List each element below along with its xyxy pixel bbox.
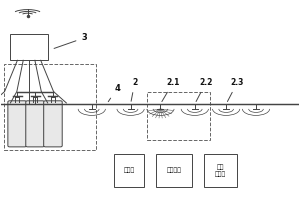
Text: 2.1: 2.1 bbox=[162, 78, 180, 102]
FancyBboxPatch shape bbox=[204, 154, 237, 187]
Text: 3: 3 bbox=[54, 33, 87, 48]
Text: 4: 4 bbox=[108, 84, 120, 102]
FancyBboxPatch shape bbox=[26, 101, 44, 147]
FancyBboxPatch shape bbox=[156, 154, 192, 187]
Text: 数据
交换机: 数据 交换机 bbox=[214, 164, 226, 177]
Text: 2: 2 bbox=[131, 78, 137, 101]
FancyBboxPatch shape bbox=[114, 154, 144, 187]
Text: 2.3: 2.3 bbox=[227, 78, 244, 102]
Text: 2.2: 2.2 bbox=[196, 78, 213, 102]
Text: 备用电源: 备用电源 bbox=[167, 168, 182, 173]
FancyBboxPatch shape bbox=[10, 34, 49, 60]
Text: 配电筱: 配电筱 bbox=[124, 168, 135, 173]
FancyBboxPatch shape bbox=[8, 101, 26, 147]
FancyBboxPatch shape bbox=[44, 101, 62, 147]
